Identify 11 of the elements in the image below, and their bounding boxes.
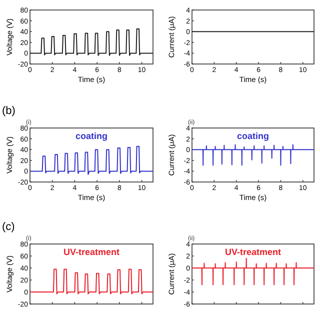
line-series — [30, 28, 154, 56]
line-series — [30, 268, 154, 294]
line-series — [30, 146, 154, 175]
line-series — [192, 144, 314, 166]
chart-title: coating — [75, 131, 108, 141]
chart-title: UV-treatment — [63, 247, 120, 257]
chart-title: UV-treatment — [224, 247, 282, 257]
chart-title: coating — [236, 131, 270, 141]
line-series — [192, 258, 314, 286]
text: (b) — [2, 105, 16, 117]
text: (c) — [2, 221, 15, 233]
